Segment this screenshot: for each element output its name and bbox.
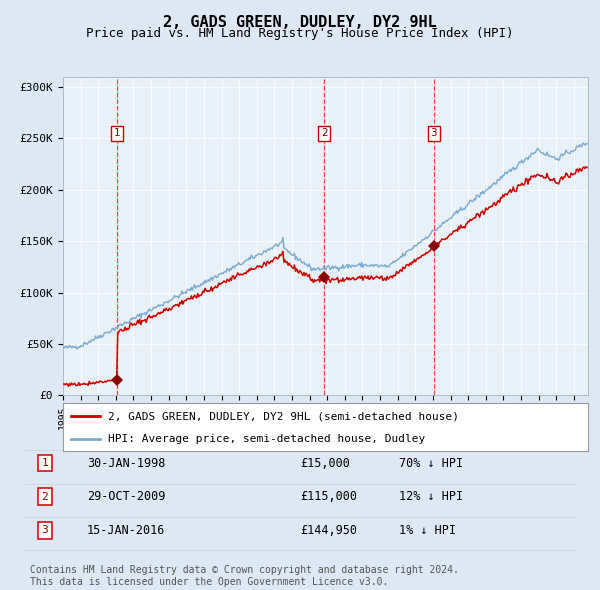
- Text: 70% ↓ HPI: 70% ↓ HPI: [399, 457, 463, 470]
- Text: 2, GADS GREEN, DUDLEY, DY2 9HL (semi-detached house): 2, GADS GREEN, DUDLEY, DY2 9HL (semi-det…: [107, 411, 458, 421]
- Text: 2: 2: [321, 128, 328, 138]
- Text: 29-OCT-2009: 29-OCT-2009: [87, 490, 166, 503]
- Text: 1: 1: [114, 128, 121, 138]
- Text: Price paid vs. HM Land Registry's House Price Index (HPI): Price paid vs. HM Land Registry's House …: [86, 27, 514, 40]
- Text: 2: 2: [41, 492, 49, 502]
- Text: 3: 3: [430, 128, 437, 138]
- Text: 1% ↓ HPI: 1% ↓ HPI: [399, 524, 456, 537]
- Text: 12% ↓ HPI: 12% ↓ HPI: [399, 490, 463, 503]
- Text: Contains HM Land Registry data © Crown copyright and database right 2024.
This d: Contains HM Land Registry data © Crown c…: [30, 565, 459, 587]
- Text: 30-JAN-1998: 30-JAN-1998: [87, 457, 166, 470]
- Text: £144,950: £144,950: [300, 524, 357, 537]
- Text: £115,000: £115,000: [300, 490, 357, 503]
- Text: 15-JAN-2016: 15-JAN-2016: [87, 524, 166, 537]
- Text: 1: 1: [41, 458, 49, 468]
- Text: 2, GADS GREEN, DUDLEY, DY2 9HL: 2, GADS GREEN, DUDLEY, DY2 9HL: [163, 15, 437, 30]
- Text: HPI: Average price, semi-detached house, Dudley: HPI: Average price, semi-detached house,…: [107, 434, 425, 444]
- Text: 3: 3: [41, 526, 49, 535]
- Text: £15,000: £15,000: [300, 457, 350, 470]
